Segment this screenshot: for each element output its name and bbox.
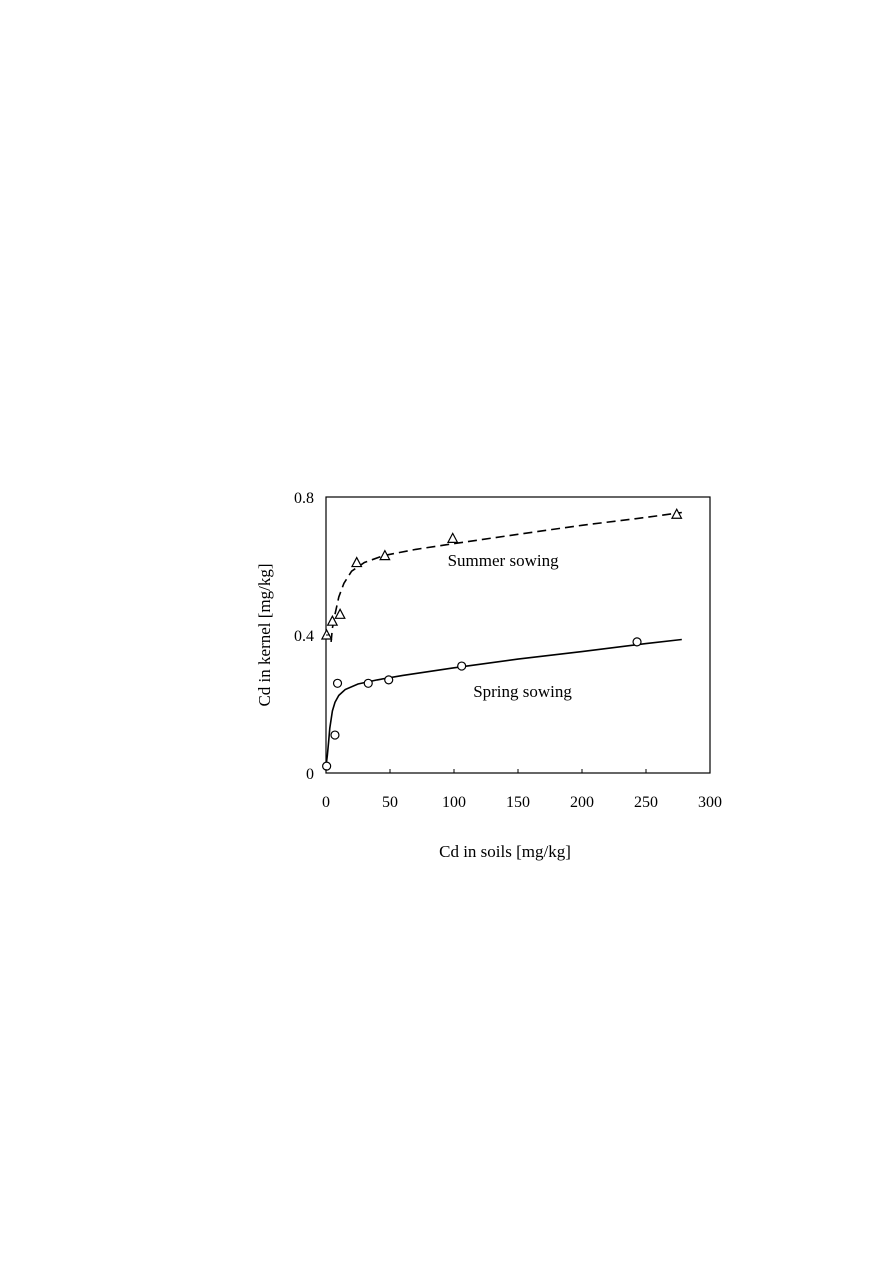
x-tick-label: 250 [634,794,658,811]
data-point-circle-2 [330,730,340,740]
data-point-circle-4 [363,678,373,688]
spring-sowing-label: Spring sowing [473,682,572,701]
fit-lines [325,511,682,767]
data-markers [320,507,683,771]
x-tick-label: 150 [506,794,530,811]
y-axis-label: Cd in kernel [mg/kg] [255,563,274,706]
data-point-circle-1 [322,761,332,771]
fit-line-series-2 [325,638,682,767]
data-point-triangle-4 [350,556,363,568]
data-point-circle-6 [457,661,467,671]
x-tick-label: 300 [698,794,722,811]
data-point-circle-5 [384,675,394,685]
x-tick-label: 200 [570,794,594,811]
data-point-triangle-2 [326,614,339,626]
y-axis-ticks: 0 0.4 0.8 [294,490,330,783]
x-tick-label: 50 [382,794,398,811]
data-point-triangle-7 [670,507,683,519]
summer-sowing-label: Summer sowing [448,551,559,570]
y-tick-label: 0 [306,766,314,783]
fit-line-series-1 [330,511,682,642]
data-point-triangle-5 [379,549,391,561]
data-point-circle-7 [632,637,642,647]
x-tick-label: 100 [442,794,466,811]
data-point-circle-3 [332,678,343,688]
data-point-triangle-3 [334,608,346,619]
data-point-triangle-6 [446,532,459,544]
y-tick-label: 0.4 [294,628,314,645]
x-axis-label: Cd in soils [mg/kg] [439,842,571,861]
x-tick-label: 0 [322,794,330,811]
plot-area-frame [325,496,711,774]
x-axis-ticks: 0 50 100 150 200 250 300 [322,769,722,811]
y-tick-label: 0.8 [294,490,314,507]
